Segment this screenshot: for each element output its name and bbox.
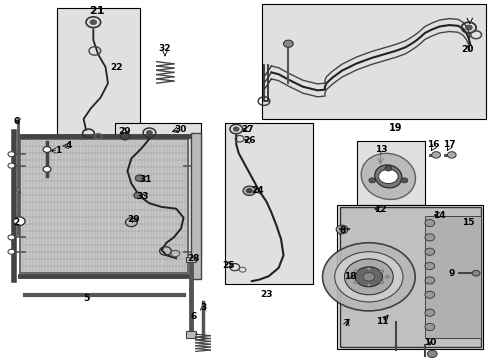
- Circle shape: [146, 131, 152, 135]
- Text: 17: 17: [442, 140, 455, 149]
- Ellipse shape: [374, 165, 401, 188]
- Circle shape: [13, 217, 25, 226]
- Circle shape: [43, 147, 51, 152]
- Bar: [356, 140, 424, 205]
- Circle shape: [379, 270, 383, 273]
- Text: 29: 29: [127, 215, 140, 224]
- Text: 10: 10: [423, 338, 435, 347]
- Text: 32: 32: [159, 44, 171, 53]
- Circle shape: [362, 273, 374, 281]
- Text: 14: 14: [432, 211, 445, 220]
- Circle shape: [353, 270, 357, 273]
- Bar: [185, 257, 195, 262]
- Text: 11: 11: [375, 317, 387, 326]
- Text: 9: 9: [447, 269, 454, 278]
- Circle shape: [334, 252, 402, 302]
- Bar: [339, 207, 480, 347]
- Text: 6: 6: [13, 117, 20, 126]
- Text: 5: 5: [83, 294, 89, 303]
- Circle shape: [8, 152, 15, 157]
- Circle shape: [424, 234, 434, 241]
- Bar: [190, 134, 200, 279]
- Circle shape: [347, 275, 351, 278]
- Circle shape: [90, 20, 97, 25]
- Circle shape: [135, 175, 144, 181]
- Circle shape: [424, 248, 434, 255]
- Text: 13: 13: [374, 145, 386, 154]
- Circle shape: [379, 281, 383, 284]
- Text: 1: 1: [55, 146, 61, 155]
- Text: 23: 23: [260, 290, 272, 299]
- Text: 21: 21: [89, 6, 104, 16]
- Circle shape: [8, 163, 15, 168]
- Text: 18: 18: [343, 272, 355, 281]
- Bar: [57, 8, 140, 140]
- Circle shape: [447, 152, 455, 158]
- Text: 15: 15: [461, 218, 473, 227]
- Bar: [20, 139, 188, 273]
- Text: 31: 31: [140, 175, 152, 184]
- Text: 12: 12: [373, 205, 386, 214]
- Circle shape: [8, 249, 15, 254]
- Circle shape: [424, 323, 434, 330]
- Circle shape: [427, 350, 436, 357]
- Circle shape: [424, 262, 434, 270]
- Text: 8: 8: [339, 226, 346, 235]
- Circle shape: [424, 309, 434, 316]
- Bar: [185, 330, 195, 338]
- Circle shape: [43, 166, 51, 172]
- Text: 3: 3: [200, 303, 206, 312]
- Circle shape: [424, 277, 434, 284]
- Text: 25: 25: [222, 261, 235, 270]
- Text: 7: 7: [343, 319, 349, 328]
- Circle shape: [424, 220, 434, 226]
- Text: 26: 26: [243, 136, 255, 145]
- Text: 2: 2: [13, 218, 20, 227]
- Circle shape: [471, 270, 479, 276]
- Text: 27: 27: [241, 125, 253, 134]
- Text: 6: 6: [190, 312, 196, 321]
- Circle shape: [368, 178, 375, 183]
- Circle shape: [378, 169, 397, 184]
- Text: 20: 20: [461, 45, 473, 54]
- Circle shape: [366, 283, 370, 286]
- Text: 29: 29: [119, 127, 131, 136]
- Circle shape: [335, 225, 347, 234]
- Text: 22: 22: [110, 63, 123, 72]
- Text: 30: 30: [174, 125, 186, 134]
- Circle shape: [400, 178, 407, 183]
- Circle shape: [465, 25, 471, 30]
- Circle shape: [384, 166, 391, 171]
- Text: 33: 33: [137, 192, 149, 201]
- Circle shape: [354, 267, 382, 287]
- Circle shape: [424, 291, 434, 298]
- Bar: [115, 123, 200, 259]
- Bar: [336, 205, 483, 348]
- Bar: [224, 123, 312, 284]
- Circle shape: [353, 281, 357, 284]
- Text: 19: 19: [388, 123, 402, 133]
- Circle shape: [385, 275, 388, 278]
- Bar: [424, 216, 480, 338]
- Circle shape: [8, 235, 15, 240]
- Text: 16: 16: [427, 140, 439, 149]
- Circle shape: [322, 243, 414, 311]
- Circle shape: [243, 186, 255, 195]
- Circle shape: [233, 127, 239, 131]
- Circle shape: [366, 267, 370, 270]
- Text: 24: 24: [250, 186, 263, 195]
- Circle shape: [344, 259, 392, 295]
- Circle shape: [283, 40, 293, 47]
- Circle shape: [134, 192, 142, 199]
- Circle shape: [246, 189, 252, 193]
- Text: 4: 4: [66, 141, 72, 150]
- Bar: [261, 4, 485, 119]
- Circle shape: [431, 152, 440, 158]
- Ellipse shape: [361, 153, 415, 199]
- Text: 28: 28: [187, 255, 199, 264]
